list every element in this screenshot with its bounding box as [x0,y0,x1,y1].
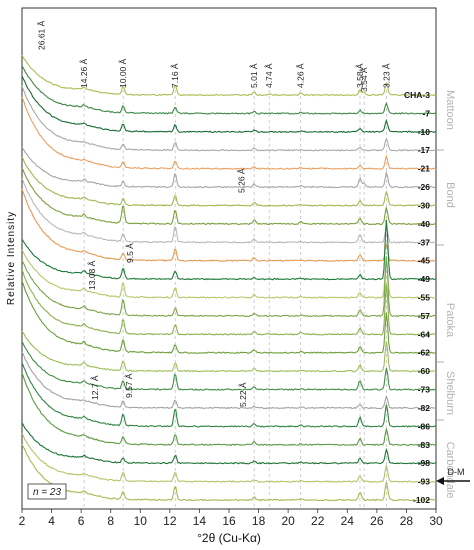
x-tick-label: 18 [252,514,266,528]
spectrum-line [21,219,437,281]
spectrum-line [21,330,437,373]
sample-label: -17 [418,145,431,155]
x-tick-label: 22 [311,514,325,528]
y-axis-title: Relative Intensity [6,211,17,305]
sample-label: -40 [418,219,431,229]
spectrum-line [21,433,437,483]
peak-label: 10.00 Å [118,58,128,88]
spectrum-line [21,85,437,152]
d-m-marker: D-M [436,467,470,485]
x-tick-label: 16 [222,514,236,528]
formation-label: Shelburn [444,371,456,415]
sample-label: CHA-3 [404,90,430,100]
sample-label: -86 [418,421,431,431]
plot-frame [21,7,437,510]
n-count-label: n = 23 [33,487,62,498]
annotation-labels: 26.61 Å 5.26 Å 9.5 Å 13.08 Å 12.7 Å 9.57 Å 5.2… [37,20,249,407]
sample-label: -21 [418,164,431,174]
x-tick-label: 6 [78,514,85,528]
peak-label: 14.26 Å [79,58,89,88]
x-axis-title: °2θ (Cu-Kα) [197,531,261,545]
annotation-label: 26.61 Å [37,20,47,50]
spectrum-line [21,341,436,391]
sample-label: -37 [418,237,431,247]
formation-label: Patoka [444,303,456,338]
x-tick-label: 24 [341,514,355,528]
sample-label: -49 [418,274,431,284]
sample-label: -30 [418,200,431,210]
spectrum-line [21,75,437,134]
sample-label: -98 [418,458,431,468]
annotation-label: 5.22 Å [238,382,248,407]
peak-label: 5.01 Å [249,63,259,88]
x-tick-label: 26 [370,514,384,528]
x-tick-label: 14 [193,514,207,528]
spectrum-line [21,351,437,410]
x-tick-label: 30 [429,514,443,528]
sample-label: -57 [418,311,431,321]
x-tick-label: 28 [400,514,414,528]
spectrum-line [21,156,437,207]
sample-label: -55 [418,293,431,303]
peak-label: 3.23 Å [381,63,391,88]
peak-label: 4.26 Å [296,63,306,88]
peak-label: 3.54 Å [359,67,369,92]
sample-label: -82 [418,403,431,413]
sample-label: -73 [418,385,431,395]
spectrum-line [21,269,437,336]
d-m-label: D-M [448,467,465,477]
sample-label: -93 [418,477,431,487]
spectrum-line [21,96,437,170]
x-tick-label: 20 [281,514,295,528]
sample-label: -45 [418,256,431,266]
sample-label: -7 [422,108,430,118]
spectrum-line [21,362,437,428]
formation-label: Bond [444,182,456,208]
sample-label: -102 [413,495,430,505]
annotation-label: 13.08 Å [87,260,97,290]
x-tick-label: 8 [107,514,114,528]
formation-label: Carbondale [444,442,456,499]
annotation-label: 5.26 Å [237,168,247,193]
series-layer [21,54,437,502]
spectrum-line [21,54,436,97]
n-count-box: n = 23 [27,483,67,500]
spectrum-line [21,147,437,189]
peak-label: 3.58 Å [355,63,365,88]
annotation-label: 12.7 Å [90,375,100,400]
x-tick-label: 2 [19,514,26,528]
annotation-label: 9.5 Å [125,243,135,263]
spectrum-line [21,178,437,244]
x-tick-label: 4 [48,514,55,528]
spectrum-line [21,249,437,299]
spectrum-line [21,372,437,447]
sample-label: -10 [418,127,431,137]
x-tick-label: 12 [163,514,177,528]
formation-labels: Mattoon Bond Patoka Shelburn Carbondale [436,90,456,498]
peak-label: 4.74 Å [264,63,274,88]
sample-label: -26 [418,182,431,192]
spectrum-line [21,443,436,502]
sample-label: -64 [418,329,431,339]
spectrum-line [21,422,437,465]
spectrum-line [21,280,436,354]
x-axis: 2 4 6 8 10 12 14 16 18 20 22 24 26 28 30 [19,509,443,528]
sample-label: -62 [418,348,431,358]
sample-label: -83 [418,440,431,450]
spectrum-line [21,65,437,115]
peak-label: 7.16 Å [170,63,180,88]
formation-label: Mattoon [444,90,456,130]
spectrum-line [21,256,437,318]
sample-label: -60 [418,366,431,376]
spectrum-line [21,188,437,262]
spectrum-line [21,167,437,226]
x-tick-label: 10 [134,514,148,528]
annotation-label: 9.57 Å [124,373,134,398]
peak-labels: 14.26 Å 10.00 Å 7.16 Å 5.01 Å 4.74 Å 4.26 Å 3.… [79,58,391,92]
sample-labels: CHA-3 -7 -10 -17 -21 -26 -30 -40 -37 -45 -49 -55 -57… [404,90,430,505]
